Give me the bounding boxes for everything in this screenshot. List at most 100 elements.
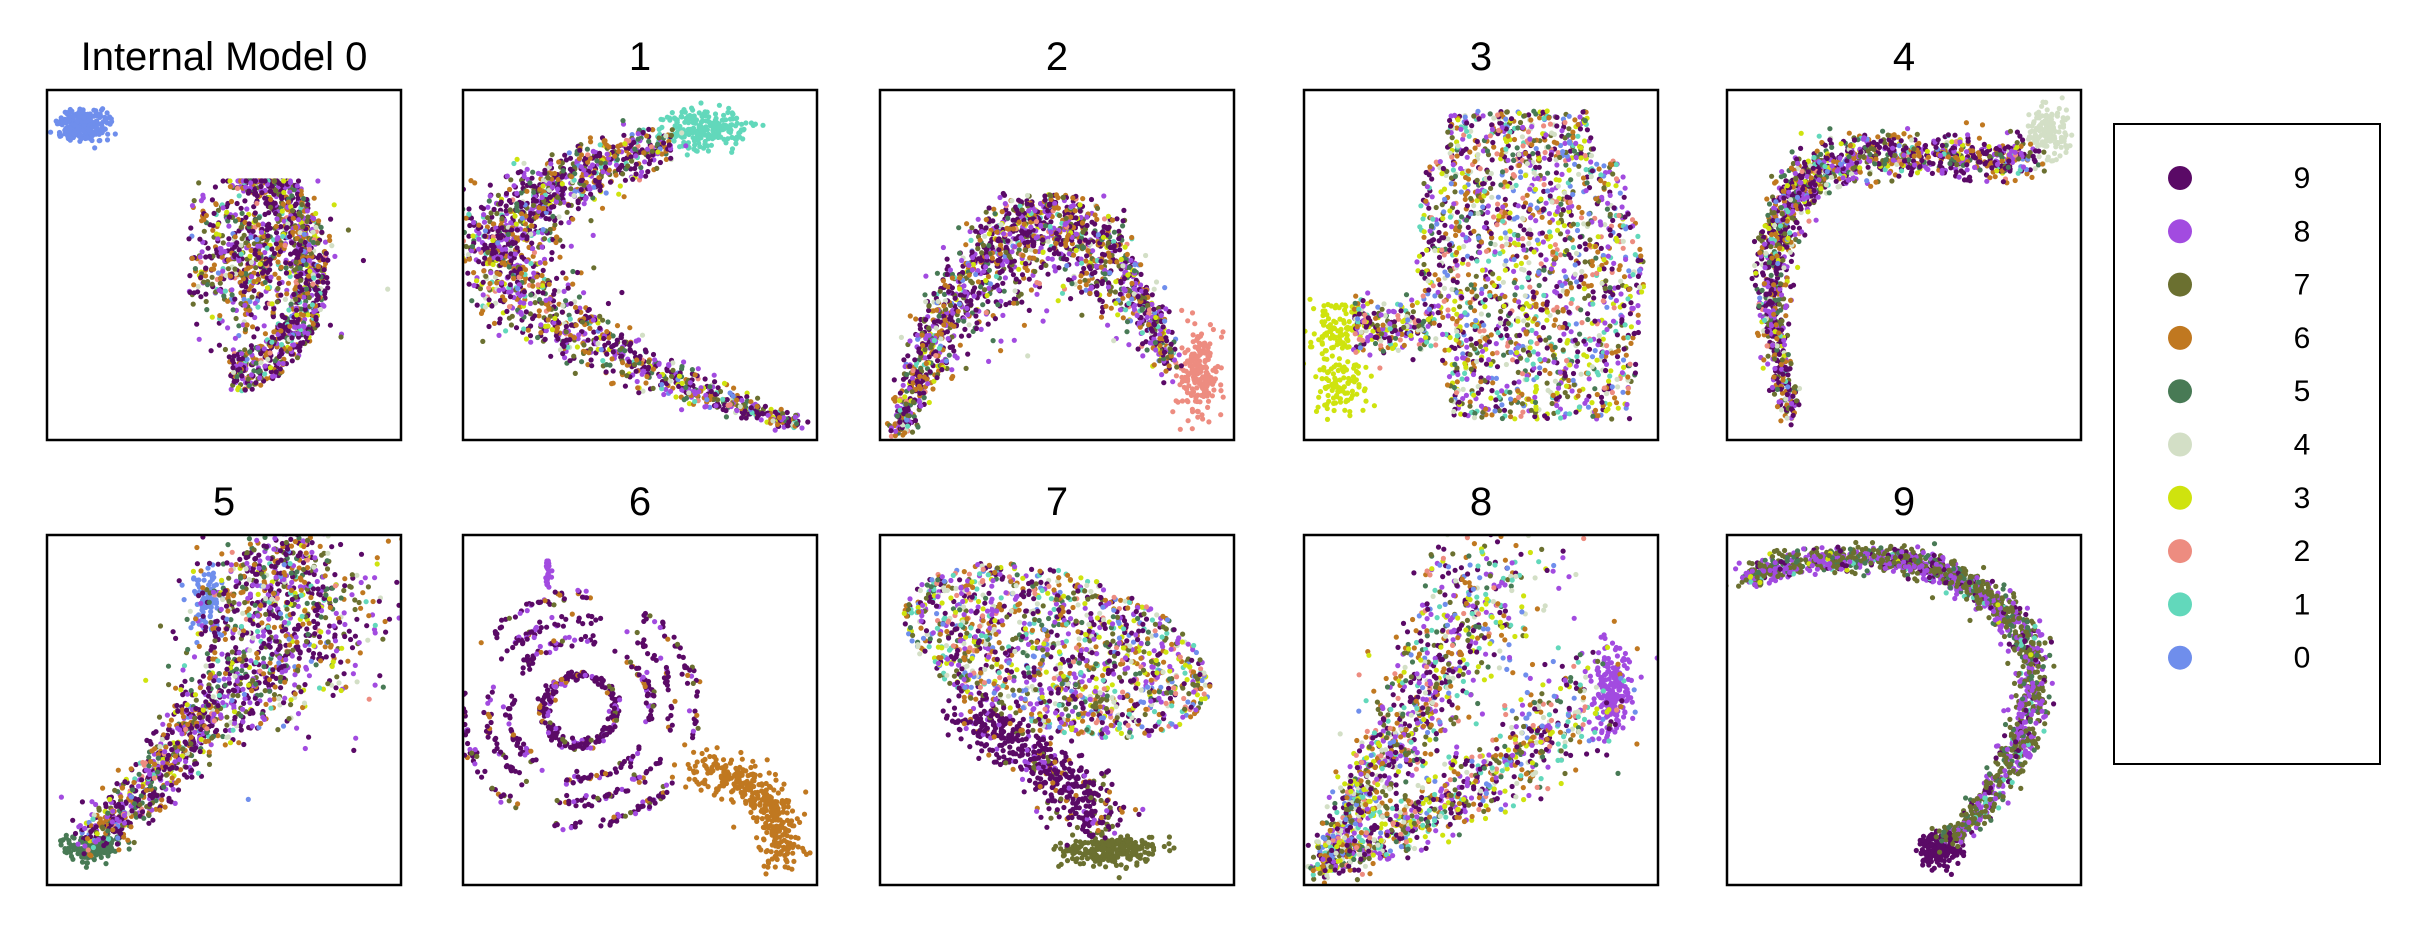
point-class-8 (772, 427, 778, 433)
point-class-9 (289, 335, 295, 341)
point-class-8 (516, 282, 522, 288)
point-class-6 (663, 156, 670, 162)
point-class-6 (627, 325, 633, 331)
point-class-5 (563, 298, 569, 304)
point-class-7 (201, 228, 207, 234)
point-class-2 (1192, 321, 1198, 327)
point-class-8 (524, 166, 530, 172)
point-class-4 (686, 390, 692, 396)
point-class-2 (1203, 385, 1209, 391)
panel-title: Internal Model 0 (81, 35, 368, 79)
point-class-8 (1090, 248, 1096, 254)
point-class-8 (238, 361, 244, 367)
point-class-6 (1021, 322, 1027, 328)
point-class-9 (246, 188, 252, 194)
point-class-9 (597, 325, 603, 331)
point-class-9 (242, 387, 248, 393)
point-class-6 (491, 320, 498, 326)
point-class-9 (657, 159, 664, 166)
point-class-9 (279, 351, 285, 357)
point-class-9 (497, 297, 504, 304)
point-class-4 (639, 332, 646, 338)
point-class-4 (297, 230, 303, 236)
point-class-8 (734, 407, 740, 414)
point-class-2 (635, 143, 641, 149)
point-class-6 (576, 156, 583, 162)
point-class-9 (591, 170, 597, 176)
point-class-9 (554, 275, 560, 281)
point-class-9 (559, 309, 565, 315)
point-class-1 (255, 304, 261, 310)
point-class-8 (765, 412, 771, 418)
point-class-6 (189, 255, 195, 261)
point-class-8 (530, 245, 536, 252)
point-class-3 (307, 268, 313, 274)
point-class-9 (978, 223, 984, 229)
point-class-9 (642, 347, 649, 353)
point-class-9 (1138, 314, 1144, 321)
point-class-8 (200, 192, 206, 198)
point-class-0 (62, 119, 68, 125)
point-class-4 (1153, 279, 1160, 285)
point-class-0 (629, 132, 635, 138)
point-class-9 (209, 197, 215, 203)
point-class-8 (639, 169, 645, 175)
point-class-3 (673, 394, 679, 400)
point-class-7 (564, 209, 570, 215)
point-class-0 (67, 125, 73, 131)
point-class-3 (294, 312, 300, 318)
point-class-6 (620, 360, 626, 366)
point-class-6 (293, 284, 299, 290)
point-class-9 (491, 206, 497, 212)
point-class-6 (268, 196, 274, 203)
point-class-6 (615, 143, 621, 149)
point-class-6 (486, 257, 492, 263)
point-class-9 (234, 200, 240, 207)
point-class-8 (566, 219, 572, 226)
point-class-7 (649, 148, 655, 154)
point-class-8 (539, 244, 545, 250)
point-class-2 (983, 309, 989, 316)
point-class-3 (902, 394, 908, 400)
point-class-1 (705, 148, 712, 154)
point-class-4 (663, 133, 669, 139)
point-class-5 (605, 319, 611, 325)
point-class-6 (525, 327, 531, 333)
point-class-6 (650, 366, 657, 372)
point-class-2 (1181, 384, 1187, 390)
point-class-5 (956, 225, 962, 231)
point-class-7 (203, 298, 209, 305)
point-class-4 (329, 243, 335, 249)
point-class-6 (481, 268, 487, 274)
point-class-1 (598, 164, 604, 170)
point-class-5 (303, 286, 310, 292)
point-class-1 (719, 117, 725, 123)
point-class-2 (727, 402, 733, 408)
point-class-3 (931, 378, 937, 384)
point-class-9 (466, 233, 472, 239)
point-class-4 (248, 259, 254, 266)
point-class-9 (528, 323, 534, 329)
point-class-6 (529, 223, 535, 229)
point-class-5 (318, 224, 324, 230)
point-class-6 (518, 270, 525, 276)
point-class-8 (1171, 357, 1178, 363)
point-class-9 (563, 323, 570, 330)
point-class-6 (650, 127, 656, 133)
point-class-7 (273, 188, 279, 194)
point-class-9 (285, 328, 291, 334)
point-class-8 (197, 254, 203, 260)
point-class-6 (499, 260, 505, 266)
point-class-6 (494, 280, 500, 286)
point-class-9 (262, 178, 268, 184)
point-class-7 (654, 165, 660, 171)
point-class-8 (1044, 308, 1050, 314)
point-class-0 (65, 133, 71, 139)
point-class-6 (316, 218, 322, 224)
point-class-9 (220, 178, 226, 184)
point-class-9 (305, 201, 311, 208)
point-class-9 (523, 309, 529, 315)
point-class-1 (710, 127, 716, 133)
point-class-9 (1099, 309, 1105, 315)
point-class-9 (519, 200, 525, 206)
